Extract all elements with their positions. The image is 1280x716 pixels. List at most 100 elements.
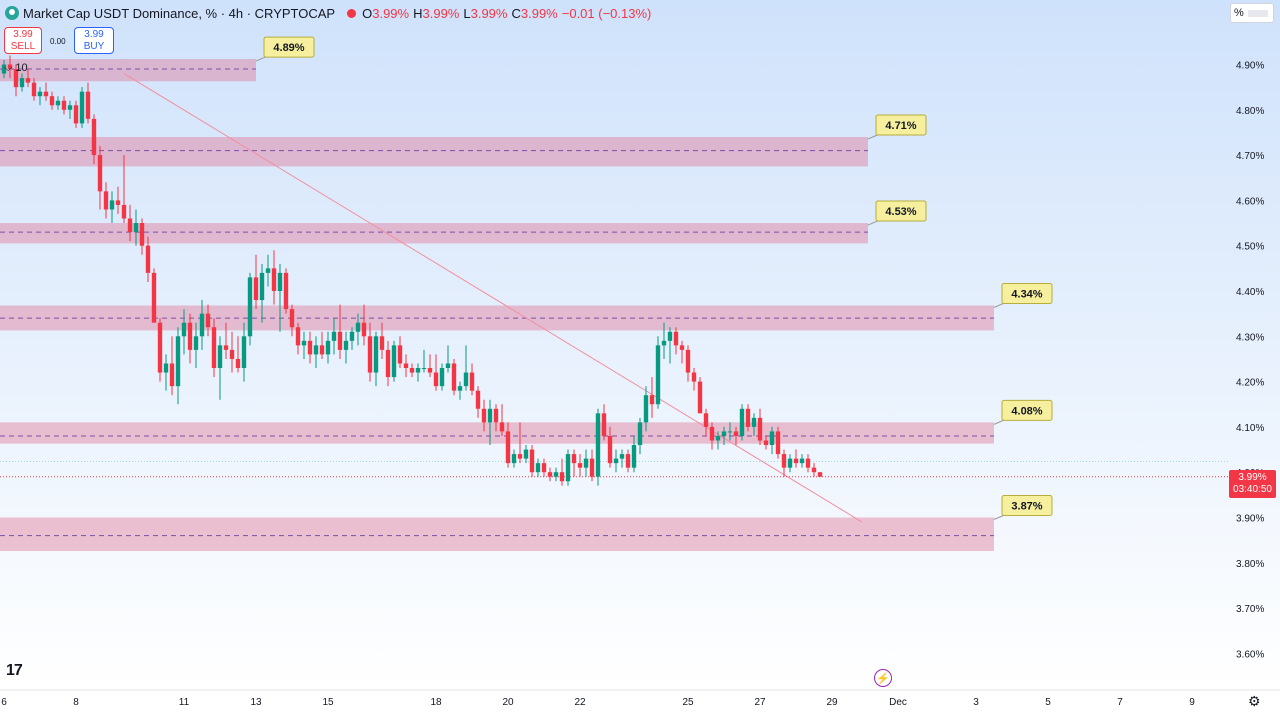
spread-value: 0.00 [50,37,66,46]
candle-body [415,368,421,373]
symbol-title[interactable]: Market Cap USDT Dominance, % · 4h · CRYP… [23,5,336,21]
candle-body [727,431,733,433]
candle-body [595,413,601,477]
candle-body [349,331,355,341]
candle-body [73,105,79,124]
candle-body [85,91,91,119]
candle-body [187,322,193,350]
candle-body [523,449,529,459]
indicators-toggle-button[interactable]: ⌵ 10 [4,62,28,75]
open-label: O [362,5,373,21]
zone-label-box[interactable] [1001,399,1053,421]
x-tick-label: 18 [430,697,442,708]
candle-body [511,454,517,464]
x-axis[interactable]: 6 8 11 13 15 18 20 22 25 27 29 Dec 3 5 7 9 [0,689,1280,708]
candle-body [607,435,613,464]
candle-body [499,422,505,432]
chart-legend: Market Cap USDT Dominance, % · 4h · CRYP… [0,0,655,26]
candle-body [529,449,535,473]
candle-body [157,322,163,373]
candle-body [355,322,361,332]
candle-body [121,204,127,219]
candle-body [67,105,73,110]
candle-body [97,155,103,192]
gear-icon[interactable]: ⚙ [1248,693,1261,709]
y-tick-label: 4.80% [1236,106,1264,117]
candle-body [217,345,223,369]
zone-label-box[interactable] [1001,282,1053,304]
zone-band [0,59,256,82]
symbol-logo-icon [5,6,19,20]
candle-body [691,372,697,382]
candle-body [649,395,655,405]
buy-button[interactable]: 3.99 BUY [74,27,114,54]
candle-body [457,386,463,391]
candle-body [469,372,475,391]
zone-label-text[interactable]: 3.87% [1011,501,1042,513]
candle-body [49,96,55,106]
x-tick-label: 8 [73,697,79,708]
candle-body [601,413,607,436]
candle-body [703,413,709,427]
candle-body [805,458,811,468]
zone-label-text[interactable]: 4.08% [1011,405,1042,417]
candle-body [667,331,673,341]
zone-label-box[interactable] [875,200,927,222]
x-tick-label: 20 [502,697,514,708]
candle-body [343,340,349,350]
zone-label-text[interactable]: 4.71% [885,120,916,132]
candle-body [145,245,151,273]
x-tick-label: 7 [1117,697,1123,708]
candle-body [301,340,307,346]
close-value: 3.99% [520,5,558,21]
candle-body [403,363,409,369]
buy-label: BUY [83,41,105,52]
zone-label-text[interactable]: 4.89% [273,42,304,54]
y-tick-label: 4.20% [1236,378,1264,389]
indicators-count: 10 [15,62,28,74]
y-tick-label: 4.30% [1236,332,1264,343]
candle-body [535,463,541,473]
tradingview-logo-icon[interactable]: 17 [6,662,23,679]
candle-body [643,395,649,423]
close-label: C [511,5,521,21]
zone-label-box[interactable] [263,36,315,58]
candle-body [427,368,433,373]
candle-body [127,218,133,233]
candle-body [205,313,211,328]
candle-body [271,268,277,291]
candle-body [709,426,715,441]
scale-mode-extra [1247,9,1268,17]
lightning-icon[interactable]: ⚡ [874,669,892,687]
zone-label-box[interactable] [1001,495,1053,516]
candle-body [409,368,415,373]
scale-mode-button[interactable]: % [1230,3,1274,23]
x-tick-label: 11 [179,697,190,708]
candle-body [697,381,703,414]
candles-layer [1,55,823,486]
candle-body [211,327,217,369]
candle-body [31,82,37,97]
sell-button[interactable]: 3.99 SELL [4,27,42,54]
candle-body [307,340,313,355]
candle-body [547,472,553,477]
zone-label-box[interactable] [875,114,927,136]
x-tick-label: 3 [973,697,979,708]
candle-body [325,340,331,355]
candle-body [481,408,487,423]
zones-layer [0,59,994,552]
zone-label-text[interactable]: 4.34% [1011,288,1042,300]
trendline[interactable] [123,73,863,523]
candle-body [613,458,619,464]
candle-body [91,118,97,156]
zone-label-text[interactable]: 4.53% [885,206,916,218]
candle-body [313,345,319,355]
candle-body [19,78,25,88]
last-price-tag: 3.99% 03:40:50 [1229,470,1276,498]
candle-body [199,313,205,337]
candle-body [421,368,427,370]
candle-body [373,336,379,373]
open-value: 3.99% [372,5,410,21]
